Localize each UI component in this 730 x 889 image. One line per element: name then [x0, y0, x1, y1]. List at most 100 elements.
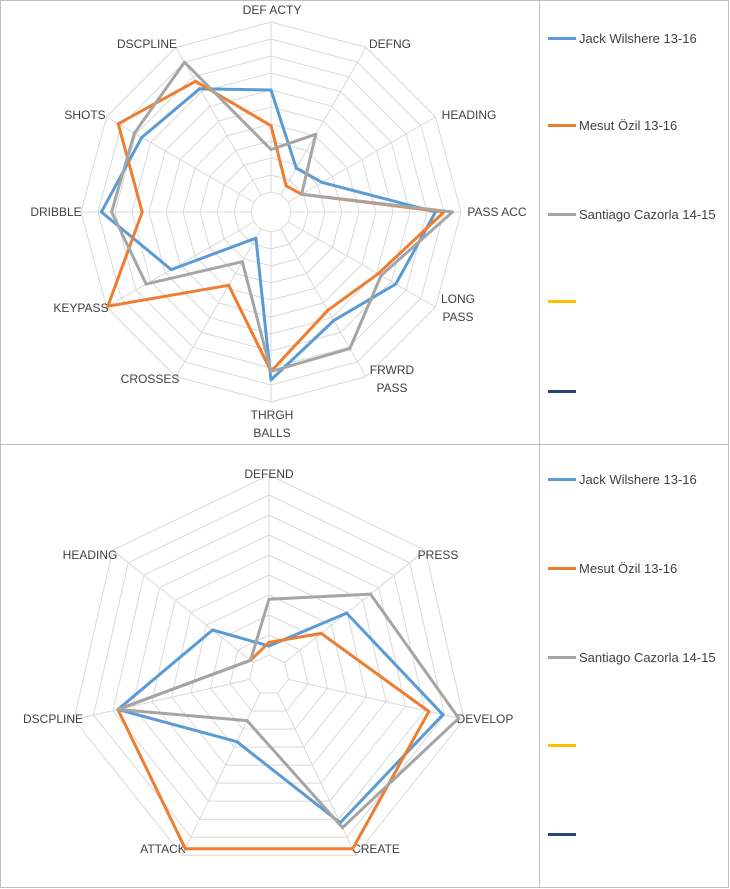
grid-spoke — [106, 116, 254, 203]
axis-label-def-acty: DEF ACTY — [243, 3, 302, 17]
legend-item-series4 — [548, 737, 728, 747]
grid-ring — [209, 614, 329, 730]
data-point-heading — [249, 658, 252, 662]
data-point-dribble — [110, 210, 114, 214]
data-point-defend — [267, 640, 271, 644]
series-line — [116, 592, 461, 830]
axis-label-dribble: DRIBBLE — [30, 205, 81, 219]
legend-label: Mesut Özil 13-16 — [579, 118, 678, 133]
data-point-defng — [314, 132, 318, 136]
radar-plot-roles: DEFEND PRESS DEVELOP CREATE ATTACK DSCPLINE HE… — [23, 467, 513, 856]
data-point-attack — [245, 719, 249, 723]
axis-label-thrgh-balls: THRGH BALLS — [251, 408, 294, 440]
data-point-press — [369, 592, 372, 596]
legend-item-wilshere: Jack Wilshere 13-16 — [548, 471, 728, 488]
legend-swatch — [548, 567, 576, 570]
data-point-def-acty — [269, 124, 273, 128]
series-jack-wilshere-13-16 — [99, 87, 437, 382]
legend-swatch — [548, 478, 576, 481]
legend-swatch — [548, 37, 576, 40]
grid-spoke — [288, 116, 436, 203]
axis-label-dscpline: DSCPLINE — [23, 712, 83, 726]
legend-swatch — [548, 124, 576, 127]
data-point-heading — [211, 628, 215, 632]
grid-ring — [73, 474, 465, 856]
axis-label-crosses: CROSSES — [121, 372, 180, 386]
series-line — [116, 611, 445, 825]
data-point-heading — [320, 180, 324, 184]
grid-spoke — [288, 221, 436, 308]
data-point-def-acty — [269, 148, 273, 151]
radar-grid — [73, 474, 465, 856]
grid-ring — [131, 534, 407, 802]
legend-item-ozil: Mesut Özil 13-16 — [548, 560, 728, 577]
grid-ring — [250, 191, 292, 233]
grid-spoke — [280, 47, 367, 195]
data-point-pass-acc — [451, 210, 454, 214]
legend-swatch — [548, 213, 576, 216]
legend-label: Santiago Cazorla 14-15 — [579, 207, 716, 222]
grid-spoke — [277, 692, 357, 856]
data-point-dscpline — [116, 708, 120, 711]
data-point-dribble — [99, 210, 103, 214]
axis-label-pass-acc: PASS ACC — [467, 205, 526, 219]
data-point-heading — [300, 192, 304, 196]
grid-ring — [151, 554, 387, 784]
data-point-long-pass — [379, 274, 383, 277]
data-point-crosses — [227, 283, 231, 287]
data-point-frwrd-pass — [326, 308, 330, 312]
data-point-long-pass — [376, 272, 380, 276]
data-point-shots — [116, 122, 120, 126]
data-point-create — [351, 847, 355, 851]
data-point-attack — [183, 847, 187, 851]
axis-label-defend: DEFEND — [244, 467, 294, 481]
series-line — [99, 87, 437, 382]
grid-spoke — [106, 221, 254, 308]
data-point-frwrd-pass — [348, 347, 352, 351]
axis-label-keypass: KEYPASS — [53, 301, 108, 315]
data-point-long-pass — [394, 282, 398, 286]
data-point-press — [345, 611, 349, 615]
data-point-press — [319, 631, 323, 635]
data-point-develop — [441, 713, 445, 717]
data-point-dscpline — [194, 79, 197, 83]
axis-label-shots: SHOTS — [64, 108, 105, 122]
data-point-dscpline — [198, 87, 202, 91]
series-santiago-cazorla-14-15 — [116, 592, 461, 830]
legend-swatch — [548, 744, 576, 747]
data-point-develop — [457, 716, 461, 720]
radar-chart-roles: DEFEND PRESS DEVELOP CREATE ATTACK DSCPLINE HE… — [0, 444, 729, 888]
axis-label-create: CREATE — [352, 842, 400, 856]
legend-swatch — [548, 656, 576, 659]
data-point-dscpline — [183, 60, 186, 64]
data-point-defng — [294, 166, 298, 170]
data-point-thrgh-balls — [269, 369, 273, 373]
legend-item-ozil: Mesut Özil 13-16 — [548, 117, 728, 134]
grid-spoke — [280, 229, 367, 377]
axis-label-dscpline: DSCPLINE — [117, 37, 177, 51]
legend-divider — [539, 1, 540, 444]
legend-swatch — [548, 390, 576, 393]
axis-label-heading: HEADING — [442, 108, 497, 122]
legend-label: Santiago Cazorla 14-15 — [579, 650, 716, 665]
grid-spoke — [175, 229, 262, 377]
data-point-defend — [267, 597, 271, 601]
axis-label-attack: ATTACK — [140, 842, 186, 856]
legend-swatch — [548, 833, 576, 836]
axis-label-heading: HEADING — [63, 548, 118, 562]
axis-label-defng: DEFNG — [369, 37, 411, 51]
data-point-shots — [140, 135, 144, 139]
axis-label-press: PRESS — [418, 548, 459, 562]
data-point-dribble — [140, 210, 144, 214]
data-point-frwrd-pass — [332, 319, 336, 323]
data-point-keypass — [106, 304, 110, 308]
radar-grid — [80, 21, 462, 403]
data-point-keypass — [169, 268, 173, 272]
data-point-create — [341, 826, 344, 830]
data-point-develop — [427, 710, 431, 713]
legend-label: Jack Wilshere 13-16 — [579, 472, 697, 487]
data-point-defend — [267, 644, 271, 648]
grid-ring — [112, 514, 426, 820]
grid-ring — [248, 654, 290, 694]
legend-label: Jack Wilshere 13-16 — [579, 31, 697, 46]
